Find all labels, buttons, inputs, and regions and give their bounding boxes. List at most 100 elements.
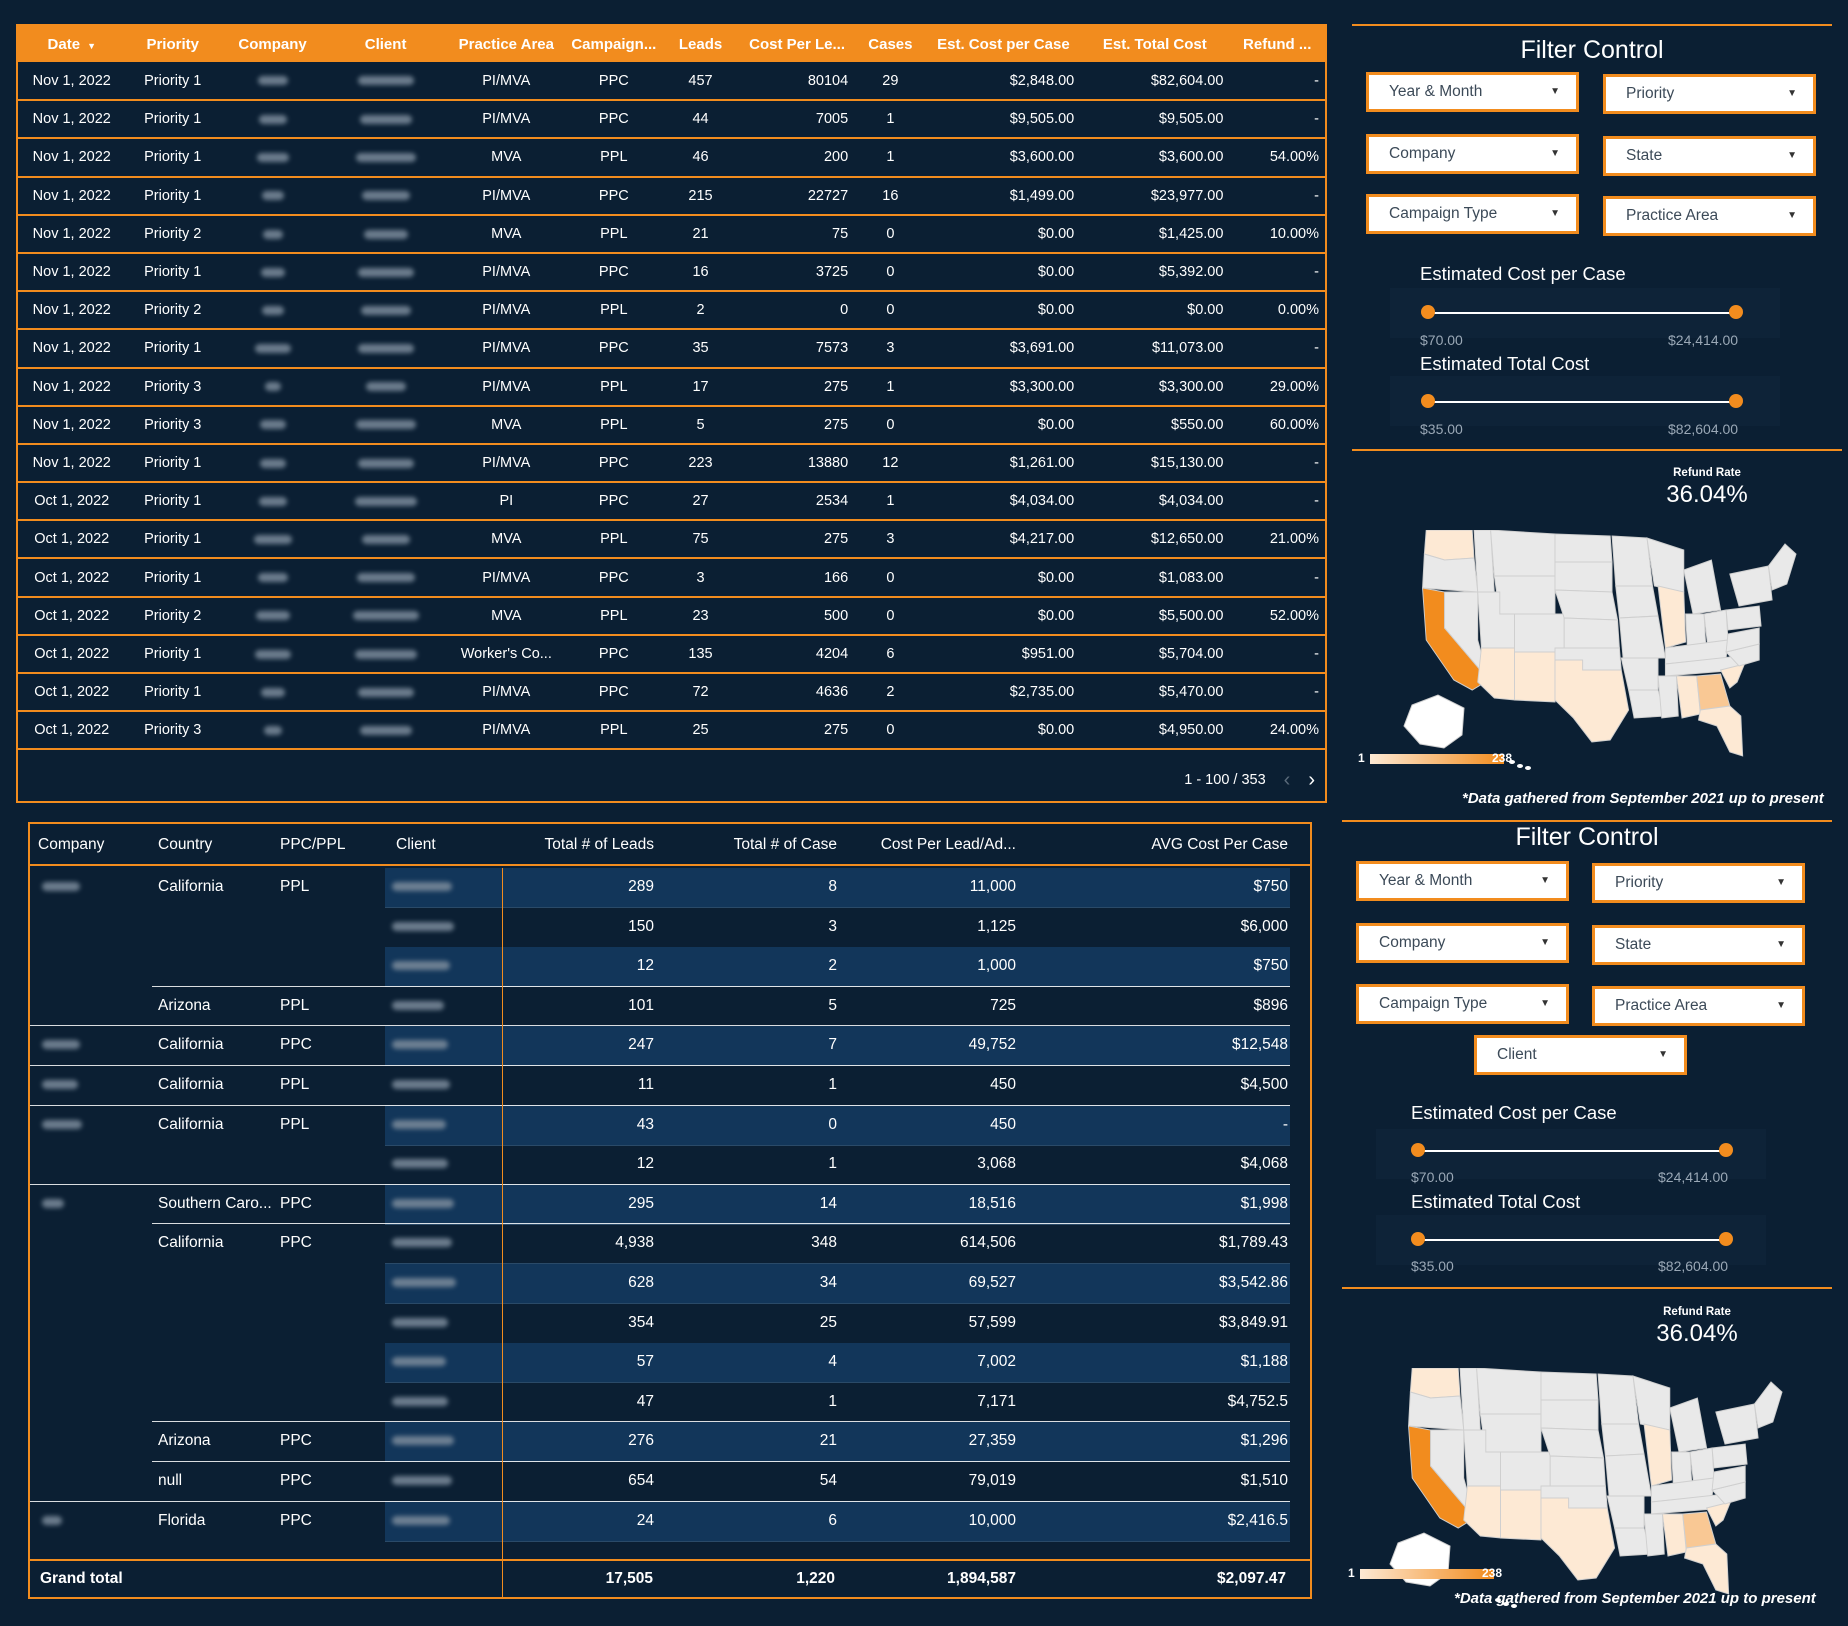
table-row[interactable]: Nov 1, 2022 Priority 1 PI/MVA PPC 215 22727 16… [18,177,1325,215]
pivot-row[interactable]: 150 3 1,125 $6,000 [30,908,1310,948]
year-month-dropdown[interactable]: Year & Month ▼ [1366,72,1579,112]
practice-area-dropdown[interactable]: Practice Area ▼ [1603,196,1816,236]
table-row[interactable]: Nov 1, 2022 Priority 1 PI/MVA PPC 16 3725 0 $0.… [18,253,1325,292]
priority-dropdown[interactable]: Priority ▼ [1592,863,1805,903]
pivot-row[interactable]: 12 1 3,068 $4,068 [30,1145,1310,1186]
campaign-type-dropdown[interactable]: Campaign Type ▼ [1366,194,1579,234]
column-header[interactable]: Company [238,35,307,53]
table-row[interactable]: Nov 1, 2022 Priority 3 PI/MVA PPL 17 275 1 $3,3… [18,368,1325,406]
redacted-client [392,1357,446,1367]
table-row[interactable]: Oct 1, 2022 Priority 1 Worker's Co... PPC 13… [18,635,1325,673]
column-header[interactable]: Date ▼ [47,35,96,53]
us-choropleth-map[interactable] [1392,530,1822,770]
pivot-row[interactable]: Southern Caro... PPC 295 14 18,516 $1,998 [30,1183,1310,1225]
state-dropdown[interactable]: State ▼ [1592,925,1805,965]
table-cell: $4,034.00 [1009,493,1075,510]
column-header[interactable]: Cases [868,35,913,53]
total-cost-max-handle[interactable] [1729,394,1743,408]
table-row[interactable]: Oct 1, 2022 Priority 1 PI/MVA PPC 72 4636 2 $2,… [18,673,1325,712]
column-header[interactable]: Campaign... [571,35,657,53]
year-month-dropdown[interactable]: Year & Month ▼ [1356,861,1569,901]
campaign-type-cell: PPL [280,996,310,1014]
table-row[interactable]: Nov 1, 2022 Priority 1 PI/MVA PPC 223 13880 12… [18,444,1325,483]
priority-dropdown[interactable]: Priority ▼ [1603,74,1816,114]
practice-area-dropdown[interactable]: Practice Area ▼ [1592,986,1805,1026]
table-row[interactable]: Nov 1, 2022 Priority 3 MVA PPL 5 275 0 $0.00 $55… [18,406,1325,444]
pivot-row[interactable]: California PPL 43 0 450 - [30,1104,1310,1146]
prev-page-icon[interactable]: ‹ [1283,768,1291,791]
pivot-column-header[interactable]: Client [396,836,436,853]
cost-per-case-min-handle[interactable] [1421,305,1435,319]
table-row[interactable]: Nov 1, 2022 Priority 2 PI/MVA PPL 2 0 0 $0.00 $0… [18,291,1325,330]
table-row[interactable]: Oct 1, 2022 Priority 2 MVA PPL 23 500 0 $0.00 $5… [18,597,1325,635]
campaign-type-dropdown[interactable]: Campaign Type ▼ [1356,984,1569,1024]
pivot-row[interactable]: Florida PPC 24 6 10,000 $2,416.5 [30,1500,1310,1542]
pivot-row[interactable]: Arizona PPL 101 5 725 $896 [30,985,1310,1027]
pivot-column-header[interactable]: Total # of Leads [544,836,654,853]
table-row[interactable]: Nov 1, 2022 Priority 2 MVA PPL 21 75 0 $0.00 $1,… [18,215,1325,253]
cost-per-case-max-handle[interactable] [1719,1143,1733,1157]
pivot-column-header[interactable]: Company [38,836,105,853]
table-row[interactable]: Nov 1, 2022 Priority 1 PI/MVA PPC 35 7573 3 $3,… [18,329,1325,368]
pivot-column-header[interactable]: Total # of Case [733,836,837,853]
table-row[interactable]: Nov 1, 2022 Priority 1 PI/MVA PPC 457 80104 29… [18,62,1325,101]
pivot-column-header[interactable]: PPC/PPL [280,836,346,853]
cost-per-case-min-handle[interactable] [1411,1143,1425,1157]
table-row[interactable]: Oct 1, 2022 Priority 1 MVA PPL 75 275 3 $4,217.… [18,520,1325,559]
column-header[interactable]: Est. Cost per Case [937,35,1070,53]
company-dropdown[interactable]: Company ▼ [1366,134,1579,174]
pivot-row[interactable]: California PPC 4,938 348 614,506 $1,789.43 [30,1223,1310,1265]
pivot-row[interactable]: California PPL 289 8 11,000 $750 [30,868,1310,908]
total-cost-max-handle[interactable] [1719,1232,1733,1246]
table-row[interactable]: Oct 1, 2022 Priority 3 PI/MVA PPL 25 275 0 $0.0… [18,711,1325,750]
cost-per-lead-cell: 11,000 [969,878,1016,895]
table-row[interactable]: Oct 1, 2022 Priority 1 PI/MVA PPC 3 166 0 $0.00… [18,558,1325,597]
pivot-row[interactable]: 628 34 69,527 $3,542.86 [30,1264,1310,1304]
cost-per-lead-cell: 1,125 [977,917,1016,935]
pivot-column-header[interactable]: Country [158,836,213,853]
column-header[interactable]: Priority [146,35,199,53]
company-dropdown[interactable]: Company ▼ [1356,923,1569,963]
cost-per-lead-cell: 725 [990,996,1016,1014]
column-header[interactable]: Practice Area [458,35,554,53]
grand-total-avg: $2,097.47 [1217,1570,1286,1587]
column-header[interactable]: Est. Total Cost [1102,35,1207,53]
next-page-icon[interactable]: › [1308,768,1315,791]
column-header[interactable]: Client [364,35,407,53]
table-cell: 13880 [807,454,849,471]
table-cell: Priority 1 [144,149,202,166]
campaign-type-cell: PPL [280,1115,310,1133]
pivot-row[interactable]: null PPC 654 54 79,019 $1,510 [30,1461,1310,1502]
table-row[interactable]: Nov 1, 2022 Priority 1 PI/MVA PPC 44 7005 1 $9,… [18,100,1325,139]
column-header[interactable]: Cost Per Le... [749,35,846,53]
table-cell: PPL [600,416,628,433]
table-cell: PI/MVA [482,187,531,204]
total-cost-min-handle[interactable] [1421,394,1435,408]
pivot-row[interactable]: 354 25 57,599 $3,849.91 [30,1304,1310,1344]
pivot-column-header[interactable]: AVG Cost Per Case [1151,836,1288,853]
filter-panel-2: Filter Control Year & Month ▼ Priority ▼ C… [1342,815,1832,1626]
table-cell: 1 [886,493,895,510]
table-row[interactable]: Nov 1, 2022 Priority 1 MVA PPL 46 200 1 $3,600.… [18,138,1325,177]
table-row[interactable]: Oct 1, 2022 Priority 1 PI PPC 27 2534 1 $4,034.… [18,482,1325,521]
total-cost-min-handle[interactable] [1411,1232,1425,1246]
leads-cell: 276 [628,1432,654,1450]
pivot-row[interactable]: California PPC 247 7 49,752 $12,548 [30,1025,1310,1067]
state-dropdown[interactable]: State ▼ [1603,136,1816,176]
column-header[interactable]: Leads [678,35,723,53]
column-header[interactable]: Refund ... [1243,35,1312,53]
table-cell: PPL [600,378,628,395]
pivot-row[interactable]: Arizona PPC 276 21 27,359 $1,296 [30,1421,1310,1463]
filter-panel-title: Filter Control [1515,823,1659,851]
cost-per-case-max-handle[interactable] [1729,305,1743,319]
table-cell: 1 [886,111,895,128]
pivot-column-header[interactable]: Cost Per Lead/Ad... [880,836,1016,853]
pivot-row[interactable]: 12 2 1,000 $750 [30,947,1310,988]
pivot-row[interactable]: 57 4 7,002 $1,188 [30,1343,1310,1384]
table-cell: 500 [823,607,849,624]
pivot-row[interactable]: California PPL 11 1 450 $4,500 [30,1065,1310,1106]
client-dropdown[interactable]: Client ▼ [1474,1035,1687,1075]
table-cell: $1,083.00 [1158,569,1224,586]
pivot-row[interactable]: 47 1 7,171 $4,752.5 [30,1383,1310,1423]
leads-cell: 295 [628,1194,654,1212]
